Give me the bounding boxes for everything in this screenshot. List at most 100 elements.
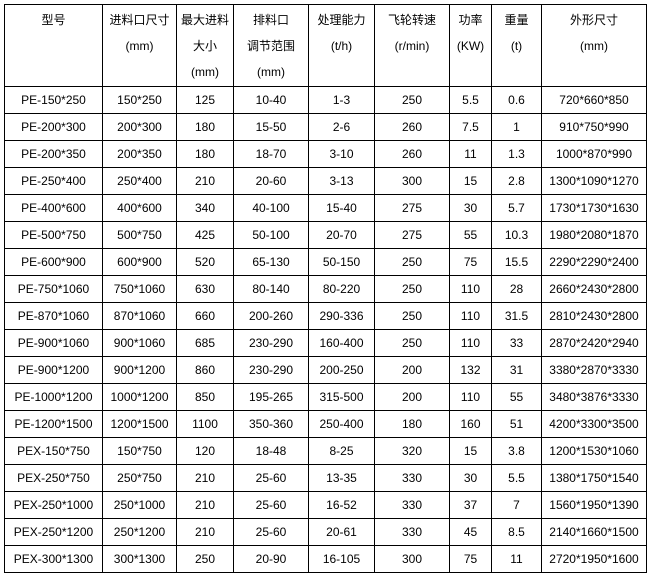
table-cell: 200-250 bbox=[308, 356, 375, 384]
table-cell: 20-90 bbox=[233, 545, 309, 573]
table-cell: 1000*870*990 bbox=[541, 140, 647, 168]
table-cell: 180 bbox=[176, 140, 234, 168]
table-cell: 7.5 bbox=[449, 113, 492, 141]
table-cell: 1980*2080*1870 bbox=[541, 221, 647, 249]
table-cell: 250 bbox=[176, 545, 234, 573]
table-cell: 15 bbox=[449, 167, 492, 195]
table-cell: PE-750*1060 bbox=[4, 275, 103, 303]
table-cell: 195-265 bbox=[233, 383, 309, 411]
table-cell: 2660*2430*2800 bbox=[541, 275, 647, 303]
table-cell: 330 bbox=[374, 464, 450, 492]
table-cell: 15.5 bbox=[491, 248, 542, 276]
table-cell: 80-220 bbox=[308, 275, 375, 303]
header-line: (r/min) bbox=[394, 39, 430, 53]
table-cell: 250*1000 bbox=[102, 491, 177, 519]
table-cell: 200*350 bbox=[102, 140, 177, 168]
table-cell: 500*750 bbox=[102, 221, 177, 249]
table-cell: 1.3 bbox=[491, 140, 542, 168]
table-row: PE-250*400 250*400 210 20-60 3-13 300 15 2.8 130… bbox=[4, 167, 647, 195]
header-line: 排料口 bbox=[252, 13, 289, 27]
table-cell: PE-600*900 bbox=[4, 248, 103, 276]
table-cell: 5.5 bbox=[491, 464, 542, 492]
table-row: PEX-250*750 250*750 210 25-60 13-35 330 30 5.5 1… bbox=[4, 464, 647, 492]
table-cell: PE-500*750 bbox=[4, 221, 103, 249]
table-cell: 2-6 bbox=[308, 113, 375, 141]
table-cell: PE-200*300 bbox=[4, 113, 103, 141]
table-cell: 3-10 bbox=[308, 140, 375, 168]
table-cell: 110 bbox=[449, 275, 492, 303]
table-cell: 25-60 bbox=[233, 464, 309, 492]
header-line: 处理能力 bbox=[317, 13, 366, 27]
table-cell: 120 bbox=[176, 437, 234, 465]
table-cell: 20-60 bbox=[233, 167, 309, 195]
table-cell: 300 bbox=[374, 167, 450, 195]
table-cell: 250 bbox=[374, 302, 450, 330]
table-cell: 1380*1750*1540 bbox=[541, 464, 647, 492]
table-cell: 1200*1530*1060 bbox=[541, 437, 647, 465]
table-cell: 1200*1500 bbox=[102, 410, 177, 438]
table-cell: 180 bbox=[176, 113, 234, 141]
table-cell: PEX-300*1300 bbox=[4, 545, 103, 573]
table-cell: 150*750 bbox=[102, 437, 177, 465]
table-cell: 16-52 bbox=[308, 491, 375, 519]
column-header: 重量 (t) bbox=[491, 4, 542, 87]
table-row: PE-600*900 600*900 520 65-130 50-150 250 75 15.… bbox=[4, 248, 647, 276]
table-cell: 2140*1660*1500 bbox=[541, 518, 647, 546]
column-header: 最大进料 大小 (mm) bbox=[176, 4, 234, 87]
table-cell: 340 bbox=[176, 194, 234, 222]
table-cell: PEX-250*1000 bbox=[4, 491, 103, 519]
table-row: PE-900*1200 900*1200 860 230-290 200-250 200 1… bbox=[4, 356, 647, 384]
table-cell: 3480*3876*3330 bbox=[541, 383, 647, 411]
table-cell: 200 bbox=[374, 383, 450, 411]
table-cell: 260 bbox=[374, 140, 450, 168]
table-cell: 260 bbox=[374, 113, 450, 141]
table-cell: 11 bbox=[449, 140, 492, 168]
table-row: PE-900*1060 900*1060 685 230-290 160-400 250 1… bbox=[4, 329, 647, 357]
header-line: 飞轮转速 bbox=[387, 13, 436, 27]
table-cell: 180 bbox=[374, 410, 450, 438]
table-cell: 300*1300 bbox=[102, 545, 177, 573]
table-cell: 11 bbox=[491, 545, 542, 573]
table-cell: 5.5 bbox=[449, 86, 492, 114]
column-header: 飞轮转速 (r/min) bbox=[374, 4, 450, 87]
table-cell: 15 bbox=[449, 437, 492, 465]
table-cell: 860 bbox=[176, 356, 234, 384]
table-cell: 18-70 bbox=[233, 140, 309, 168]
table-cell: 20-61 bbox=[308, 518, 375, 546]
table-cell: 7 bbox=[491, 491, 542, 519]
column-header: 型号 bbox=[4, 4, 103, 87]
table-cell: 25-60 bbox=[233, 491, 309, 519]
table-cell: 125 bbox=[176, 86, 234, 114]
table-row: PE-870*1060 870*1060 660 200-260 290-336 250 1… bbox=[4, 302, 647, 330]
table-cell: 4200*3300*3500 bbox=[541, 410, 647, 438]
table-cell: 200*300 bbox=[102, 113, 177, 141]
table-cell: 350-360 bbox=[233, 410, 309, 438]
table-cell: 910*750*990 bbox=[541, 113, 647, 141]
table-cell: 8.5 bbox=[491, 518, 542, 546]
table-row: PEX-150*750 150*750 120 18-48 8-25 320 15 3.8 12… bbox=[4, 437, 647, 465]
header-line: 重量 bbox=[504, 13, 529, 27]
table-cell: 200 bbox=[374, 356, 450, 384]
header-row: 型号 进料口尺寸 (mm) 最大进料 大小 (mm) 排料口 调节范围 (mm) 处理能力 (t/h… bbox=[4, 4, 647, 87]
table-row: PEX-250*1200 250*1200 210 25-60 20-61 330 45 8.… bbox=[4, 518, 647, 546]
table-cell: 290-336 bbox=[308, 302, 375, 330]
table-cell: PE-1200*1500 bbox=[4, 410, 103, 438]
table-cell: 55 bbox=[491, 383, 542, 411]
table-cell: 870*1060 bbox=[102, 302, 177, 330]
table-cell: PE-250*400 bbox=[4, 167, 103, 195]
table-cell: 315-500 bbox=[308, 383, 375, 411]
table-row: PEX-300*1300 300*1300 250 20-90 16-105 300 75 1… bbox=[4, 545, 647, 573]
table-cell: PE-400*600 bbox=[4, 194, 103, 222]
table-cell: 630 bbox=[176, 275, 234, 303]
column-header: 功率 (KW) bbox=[449, 4, 492, 87]
table-cell: 425 bbox=[176, 221, 234, 249]
table-cell: 400*600 bbox=[102, 194, 177, 222]
table-cell: 2810*2430*2800 bbox=[541, 302, 647, 330]
table-cell: PE-900*1060 bbox=[4, 329, 103, 357]
table-cell: 250 bbox=[374, 329, 450, 357]
table-cell: 320 bbox=[374, 437, 450, 465]
table-cell: PEX-250*750 bbox=[4, 464, 103, 492]
table-cell: 210 bbox=[176, 464, 234, 492]
column-header: 进料口尺寸 (mm) bbox=[102, 4, 177, 87]
table-cell: 5.7 bbox=[491, 194, 542, 222]
